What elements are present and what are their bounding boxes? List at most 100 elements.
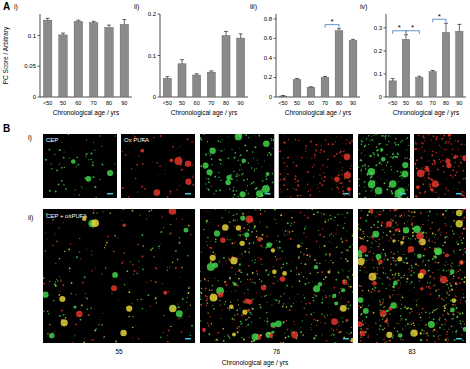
y-tick	[384, 50, 387, 51]
speck	[446, 188, 447, 189]
speck	[114, 235, 116, 237]
speck	[310, 140, 312, 142]
speck	[213, 193, 214, 194]
speck	[415, 195, 417, 197]
speck	[285, 230, 287, 232]
speck	[210, 148, 211, 149]
x-label: Chronological age / yrs	[53, 109, 120, 117]
speck	[123, 209, 125, 211]
speck	[374, 235, 376, 237]
speck	[240, 165, 241, 166]
speck	[76, 166, 77, 167]
speck	[265, 269, 267, 271]
speck	[69, 271, 71, 273]
speck	[210, 261, 212, 263]
speck	[400, 141, 402, 143]
speck	[280, 214, 282, 216]
speck	[403, 172, 405, 174]
speck	[440, 161, 441, 162]
speck	[369, 140, 370, 141]
speck	[450, 143, 452, 145]
speck	[134, 270, 136, 272]
speck	[256, 231, 257, 232]
speck	[383, 317, 384, 318]
speck	[421, 158, 422, 159]
speck	[312, 166, 313, 167]
bar	[349, 40, 357, 97]
speck	[128, 316, 130, 318]
speck	[284, 180, 286, 182]
speck	[230, 239, 231, 240]
speck	[45, 232, 46, 233]
bar	[321, 77, 329, 97]
speck	[160, 231, 162, 233]
speck	[215, 190, 217, 192]
speck	[85, 155, 86, 156]
speck	[75, 294, 76, 295]
speck	[184, 228, 189, 233]
speck	[264, 296, 265, 297]
speck	[425, 324, 427, 326]
speck	[238, 304, 239, 305]
speck	[271, 248, 275, 252]
speck	[327, 296, 329, 298]
bar	[193, 75, 201, 97]
speck	[404, 158, 405, 159]
speck	[410, 274, 412, 276]
speck	[297, 186, 298, 187]
speck	[397, 144, 399, 146]
speck	[360, 160, 362, 162]
speck	[391, 192, 392, 193]
speck	[169, 305, 176, 312]
speck	[341, 137, 342, 138]
speck	[364, 165, 365, 166]
speck	[142, 269, 144, 271]
speck	[141, 186, 143, 188]
speck	[364, 196, 366, 198]
speck	[290, 196, 291, 197]
speck	[255, 209, 256, 210]
speck	[431, 139, 432, 140]
speck	[213, 252, 215, 254]
speck	[414, 216, 416, 218]
speck	[169, 266, 171, 268]
speck	[192, 164, 193, 165]
speck	[49, 281, 50, 282]
speck	[377, 149, 379, 151]
speck	[244, 251, 246, 253]
speck	[432, 241, 433, 242]
speck	[170, 224, 171, 225]
speck	[225, 260, 226, 261]
speck	[274, 326, 276, 328]
speck	[295, 181, 296, 182]
speck	[368, 135, 369, 136]
row-label: ii)	[28, 214, 33, 222]
speck	[458, 165, 459, 166]
speck	[393, 234, 395, 236]
speck	[314, 333, 316, 335]
speck	[339, 292, 340, 293]
speck	[438, 295, 440, 297]
speck	[132, 210, 134, 212]
speck	[427, 282, 428, 283]
speck	[234, 314, 235, 315]
speck	[305, 226, 306, 227]
speck	[297, 195, 299, 197]
speck	[262, 234, 264, 236]
speck	[342, 213, 343, 214]
speck	[432, 272, 434, 274]
speck	[211, 173, 212, 174]
speck	[322, 290, 324, 292]
speck	[335, 141, 336, 142]
speck	[219, 287, 221, 289]
speck	[285, 173, 287, 175]
speck	[397, 280, 398, 281]
speck	[363, 232, 365, 234]
speck	[311, 158, 312, 159]
speck	[323, 151, 325, 153]
speck	[327, 271, 330, 274]
speck	[247, 289, 248, 290]
speck	[329, 269, 331, 271]
speck	[150, 280, 151, 281]
speck	[275, 256, 276, 257]
